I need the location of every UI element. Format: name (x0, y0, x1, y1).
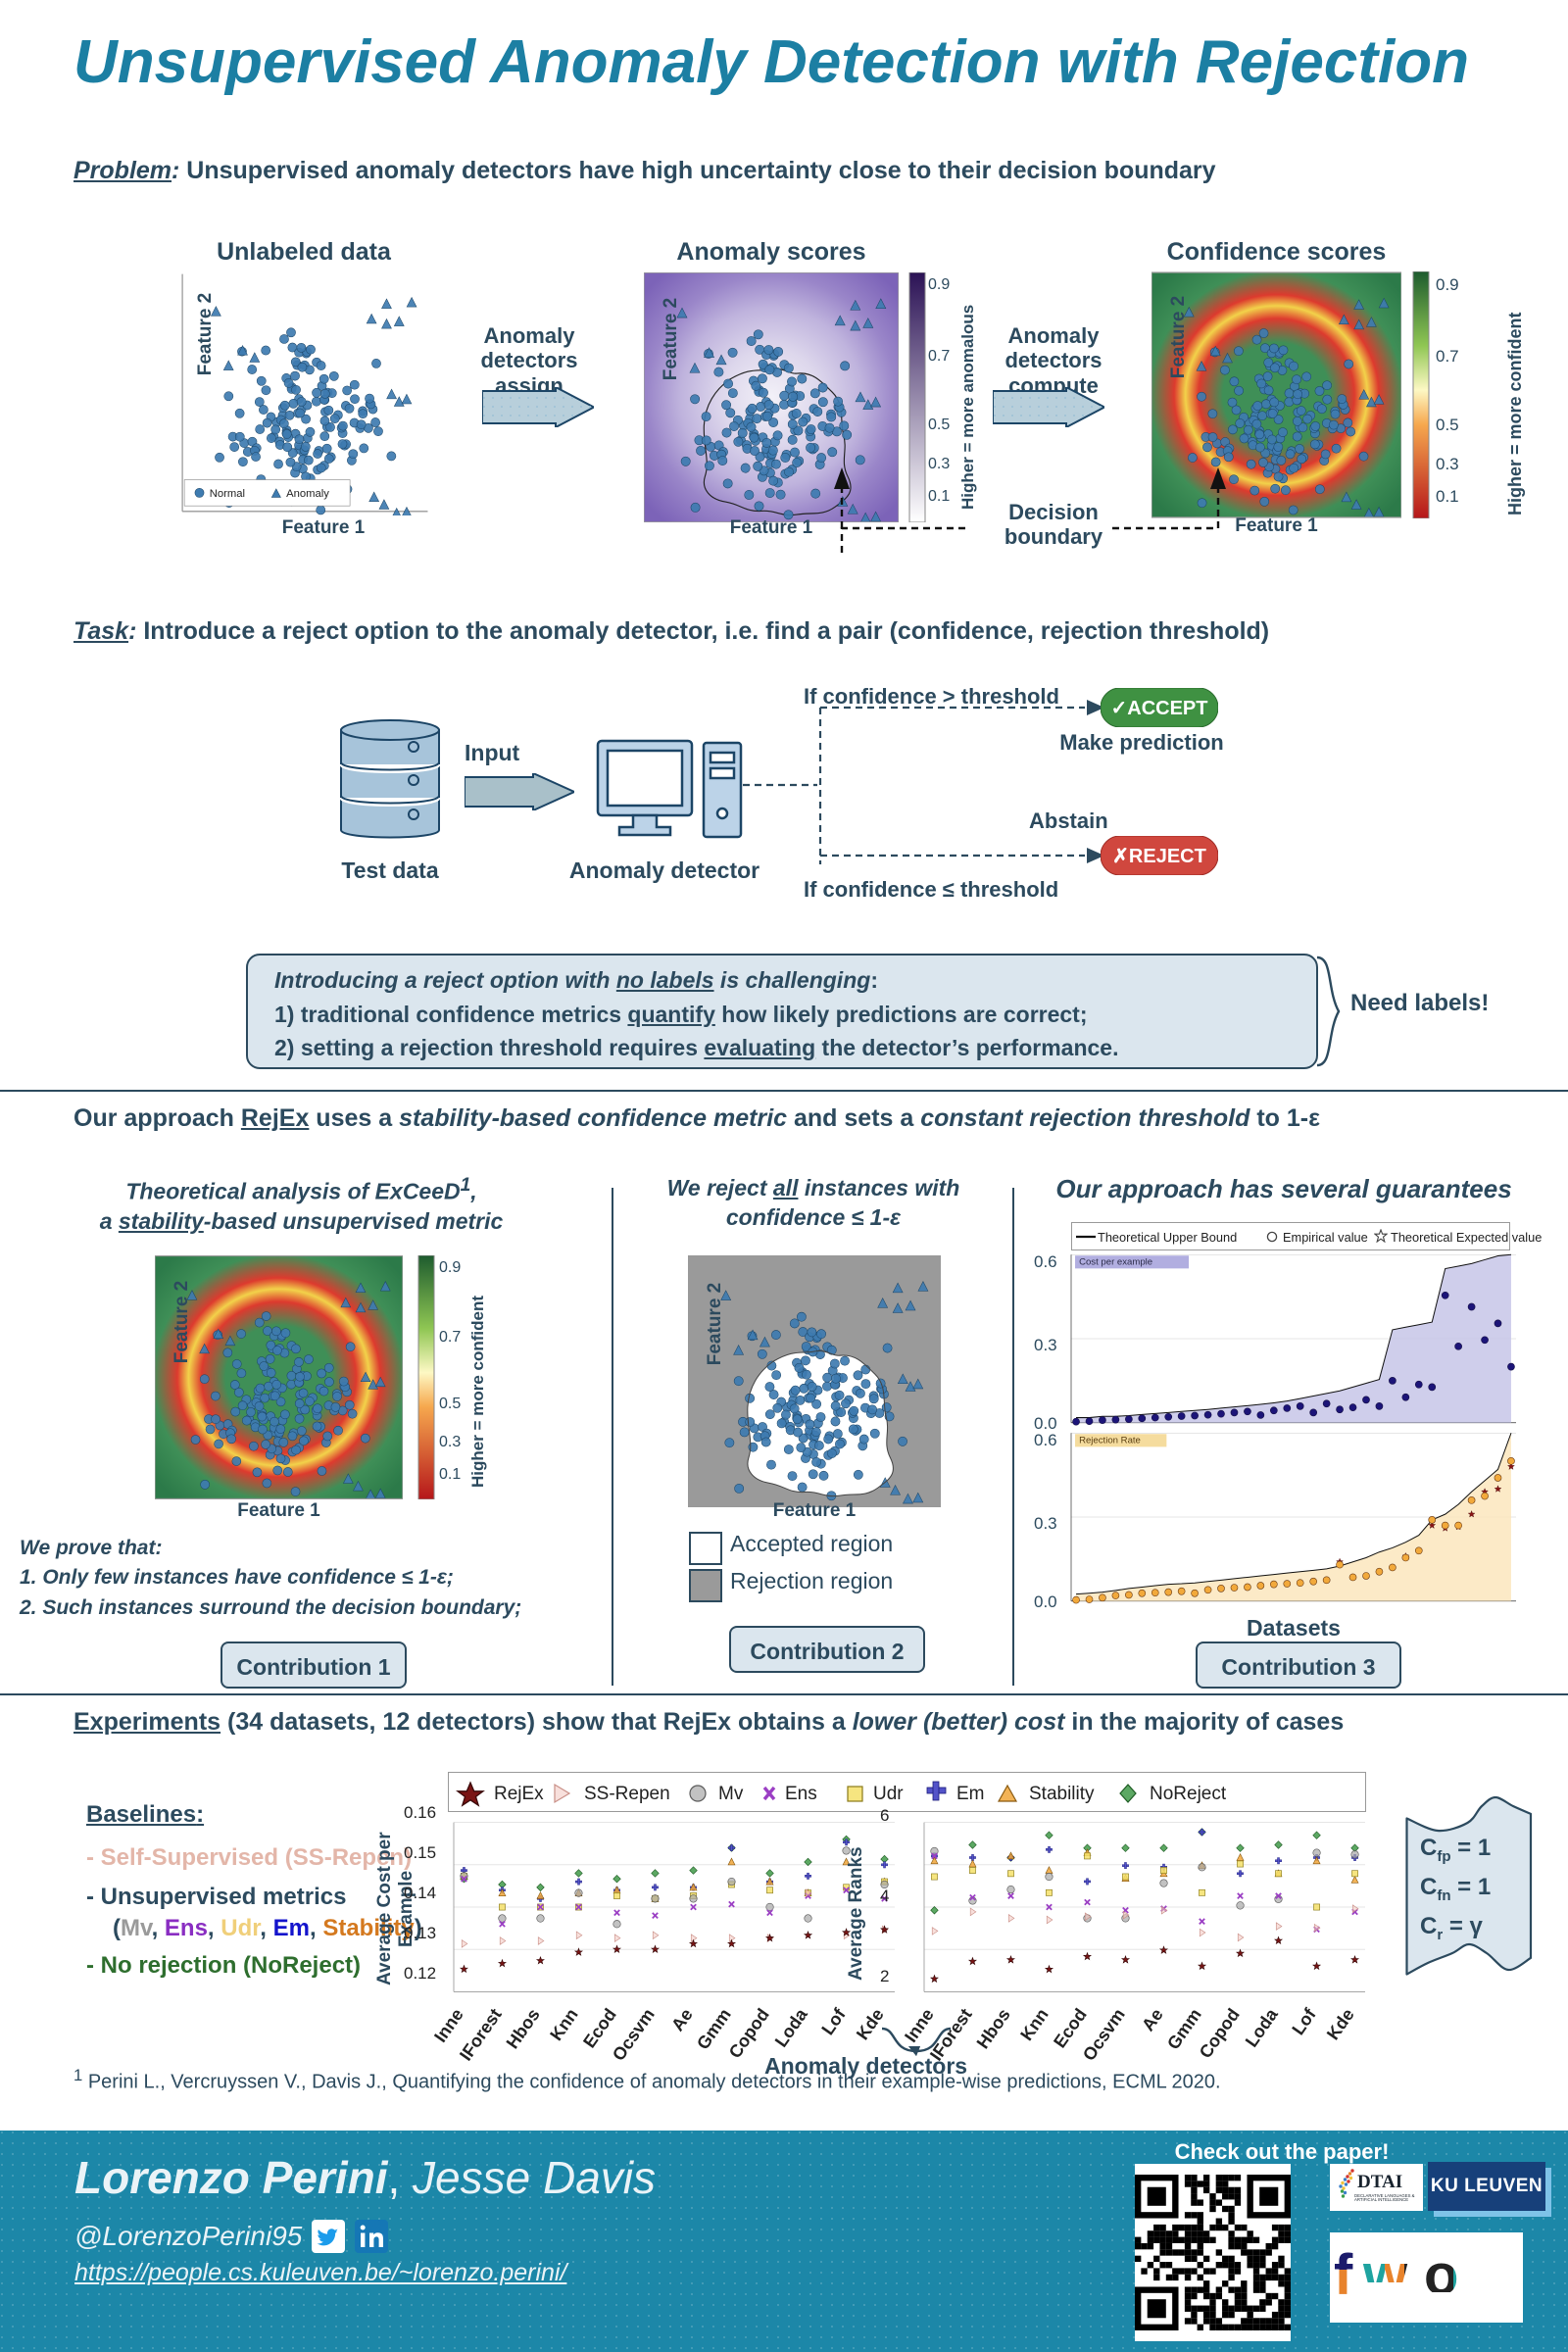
svg-text:Mv: Mv (718, 1784, 744, 1804)
svg-text:Loda: Loda (771, 2004, 812, 2051)
svg-text:Knn: Knn (546, 2005, 581, 2044)
svg-text:✓ACCEPT: ✓ACCEPT (1111, 698, 1208, 719)
svg-text:SS-Repen: SS-Repen (584, 1784, 670, 1804)
svg-text:Kde: Kde (1323, 2005, 1358, 2043)
svg-text:Knn: Knn (1016, 2005, 1052, 2044)
svg-text:NoReject: NoReject (1150, 1784, 1227, 1804)
svg-text:✗REJECT: ✗REJECT (1112, 846, 1206, 867)
svg-text:Lof: Lof (817, 2004, 850, 2038)
svg-text:DTAI: DTAI (1357, 2172, 1402, 2192)
svg-text:Inne: Inne (430, 2005, 467, 2046)
svg-text:Stability: Stability (1029, 1784, 1095, 1804)
svg-text:Normal: Normal (210, 488, 245, 500)
svg-text:Udr: Udr (873, 1784, 904, 1804)
svg-text:Hbos: Hbos (973, 2005, 1014, 2052)
svg-text:ARTIFICIAL INTELLIGENCE: ARTIFICIAL INTELLIGENCE (1354, 2197, 1408, 2202)
svg-text:Ae: Ae (1138, 2005, 1167, 2034)
svg-text:Em: Em (956, 1784, 985, 1804)
svg-text:Lof: Lof (1288, 2004, 1320, 2038)
svg-text:Rejection Rate: Rejection Rate (1079, 1435, 1141, 1446)
svg-text:RejEx: RejEx (494, 1784, 544, 1804)
svg-text:Ae: Ae (667, 2005, 697, 2034)
svg-text:Loda: Loda (1242, 2004, 1283, 2051)
svg-text:Hbos: Hbos (503, 2005, 544, 2052)
svg-text:Cost per example: Cost per example (1079, 1256, 1152, 1267)
svg-text:Ens: Ens (785, 1784, 817, 1804)
svg-text:Copod: Copod (1196, 2005, 1244, 2062)
svg-text:Anomaly: Anomaly (286, 488, 329, 500)
